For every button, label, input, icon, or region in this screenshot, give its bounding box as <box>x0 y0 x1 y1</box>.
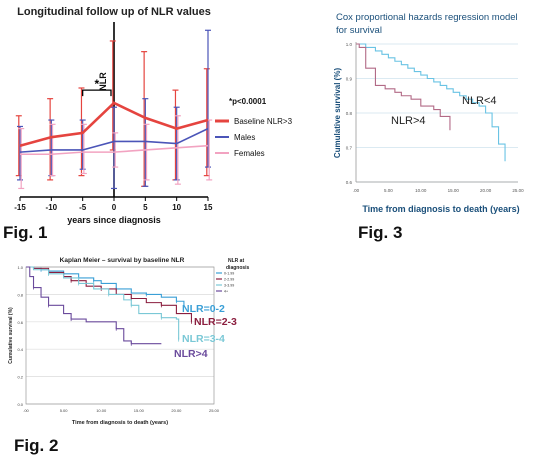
fig2-y-tick-label: 0.6 <box>17 320 23 325</box>
fig2-x-tick-label: 20.00 <box>171 408 182 413</box>
fig2-legend-label: 0-1.99 <box>224 272 234 276</box>
fig2-y-tick-label: 0.4 <box>17 347 23 352</box>
fig2-series-label: NLR>4 <box>174 348 208 360</box>
fig1-legend-label: Baseline NLR>3 <box>234 117 293 126</box>
fig3-y-tick-label: 0.8 <box>346 111 353 116</box>
fig2-y-label: Cumulative survival (%) <box>8 307 14 364</box>
fig1-title: Longitudinal follow up of NLR values <box>17 6 211 18</box>
fig3-y-tick-label: 0.6 <box>346 180 353 185</box>
fig1-legend-label: Females <box>234 149 265 158</box>
fig1-series-line <box>19 127 209 153</box>
fig1-legend-label: Males <box>234 133 255 142</box>
fig2-legend-label: 4+ <box>224 290 228 294</box>
fig2-y-tick-label: 1.0 <box>17 265 23 270</box>
fig3-x-tick-label: 10.00 <box>415 188 427 193</box>
fig1-x-label: years since diagnosis <box>67 215 161 225</box>
fig3-survival-curve <box>356 43 451 131</box>
fig3-y-tick-label: 0.7 <box>346 146 353 151</box>
fig2-plot-frame <box>25 266 215 405</box>
fig1-significance-star: * <box>94 77 99 91</box>
fig3-x-tick-label: 20.00 <box>480 188 492 193</box>
fig3-x-tick-label: 15.00 <box>448 188 460 193</box>
fig2-legend-title: NLR at <box>228 258 244 264</box>
fig1-significance-bracket <box>82 89 112 97</box>
fig3-x-tick-label: .00 <box>353 188 360 193</box>
fig2-caption: Fig. 2 <box>14 436 59 455</box>
fig2-series-label: NLR=2-3 <box>194 316 237 328</box>
fig2-x-tick-label: 10.00 <box>96 408 107 413</box>
fig2-chart: Kaplan Meier – survival by baseline NLR 1… <box>8 257 250 426</box>
fig3-y-label: Cumulative survival (%) <box>333 68 342 159</box>
fig2-legend-label: 3-3.99 <box>224 284 234 288</box>
fig1-x-tick-label: 5 <box>143 203 148 212</box>
fig2-y-tick-label: 0.8 <box>17 292 23 297</box>
fig3-y-tick-label: 0.9 <box>346 77 353 82</box>
fig1-chart: Longitudinal follow up of NLR values -15 -… <box>14 6 293 225</box>
fig2-y-tick-label: 0.0 <box>17 402 23 407</box>
fig1-p-value-note: *p<0.0001 <box>229 97 267 106</box>
fig1-x-tick-label: 0 <box>112 203 117 212</box>
fig3-series-label: NLR>4 <box>391 115 426 127</box>
fig2-survival-curve <box>26 266 162 345</box>
fig1-x-tick-label: 10 <box>172 203 181 212</box>
fig1-panel: Longitudinal follow up of NLR values -15 -… <box>0 0 300 240</box>
fig1-y-label: NLR <box>98 72 108 91</box>
fig3-y-tick-label: 1.0 <box>346 42 353 47</box>
fig2-panel: Kaplan Meier – survival by baseline NLR 1… <box>4 256 276 430</box>
fig3-series-label: NLR<4 <box>462 95 497 107</box>
fig3-chart: Cox proportional hazards regression mode… <box>333 12 524 214</box>
fig2-x-tick-label: 15.00 <box>134 408 145 413</box>
fig2-series-label: NLR=0-2 <box>182 303 225 315</box>
fig2-title: Kaplan Meier – survival by baseline NLR <box>60 257 185 264</box>
fig1-caption: Fig. 1 <box>3 223 48 242</box>
fig1-x-tick-label: -10 <box>46 203 58 212</box>
fig3-x-tick-label: 5.00 <box>384 188 393 193</box>
fig1-x-tick-label: -15 <box>14 203 26 212</box>
fig3-title: for survival <box>336 25 382 36</box>
fig2-x-tick-label: .00 <box>23 408 29 413</box>
fig2-legend-title: diagnosis <box>226 265 250 271</box>
fig2-x-label: Time from diagnosis to death (years) <box>72 420 168 426</box>
fig2-y-tick-label: 0.2 <box>17 375 23 380</box>
fig1-series-line <box>19 101 209 147</box>
fig3-caption: Fig. 3 <box>358 223 403 242</box>
fig2-x-tick-label: 5.00 <box>60 408 69 413</box>
fig2-x-tick-label: 25.00 <box>209 408 220 413</box>
fig1-x-tick-label: -5 <box>79 203 87 212</box>
fig3-x-label: Time from diagnosis to death (years) <box>362 204 519 214</box>
fig2-series-label: NLR=3-4 <box>182 333 225 345</box>
fig3-title: Cox proportional hazards regression mode… <box>336 12 518 23</box>
fig3-panel: Cox proportional hazards regression mode… <box>326 8 544 220</box>
fig3-x-tick-label: 25.00 <box>512 188 524 193</box>
fig2-legend-label: 2-2.99 <box>224 278 234 282</box>
fig1-x-tick-label: 15 <box>204 203 213 212</box>
fig3-survival-curve <box>356 43 506 162</box>
fig1-series-line <box>20 144 209 156</box>
